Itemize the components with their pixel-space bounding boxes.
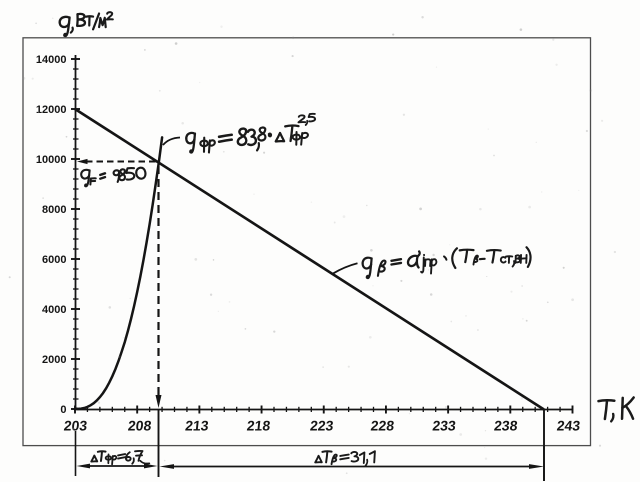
svg-text:238: 238 — [493, 418, 518, 434]
svg-text:208: 208 — [127, 418, 152, 434]
svg-text:203: 203 — [63, 418, 88, 434]
svg-text:4000: 4000 — [42, 304, 66, 316]
svg-text:6000: 6000 — [42, 254, 66, 266]
svg-text:233: 233 — [432, 418, 457, 434]
svg-text:2000: 2000 — [42, 354, 66, 366]
svg-text:8000: 8000 — [42, 204, 66, 216]
svg-text:223: 223 — [309, 418, 334, 434]
svg-text:12000: 12000 — [36, 104, 67, 116]
svg-text:213: 213 — [184, 418, 209, 434]
svg-text:218: 218 — [246, 418, 271, 434]
svg-text:10000: 10000 — [36, 154, 67, 166]
svg-text:0: 0 — [60, 404, 66, 416]
svg-text:14000: 14000 — [36, 54, 67, 66]
svg-text:228: 228 — [370, 418, 395, 434]
svg-text:243: 243 — [556, 418, 581, 434]
